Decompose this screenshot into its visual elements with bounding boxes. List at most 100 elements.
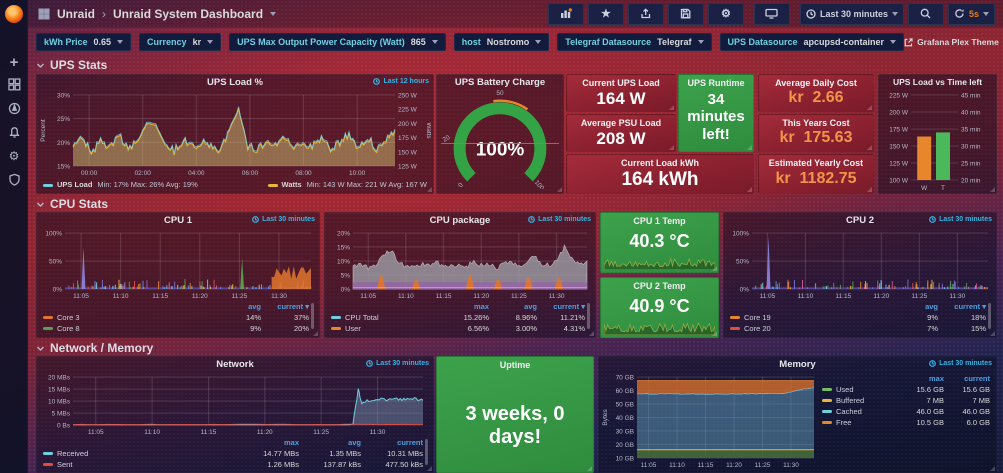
stat-value: 164 kWh [621, 169, 699, 190]
alerting-bell-icon[interactable] [0, 122, 28, 142]
explore-compass-icon[interactable] [0, 98, 28, 118]
stat-value: kr 2.66 [788, 89, 844, 106]
svg-text:30 min: 30 min [961, 144, 981, 151]
time-range-badge[interactable]: Last 30 minutes [528, 216, 591, 223]
network-chart[interactable]: 20 MBs 15 MBs 10 MBs 5 MBs 0 Bs 11:05 11:10 11:… [39, 370, 431, 436]
grafana-logo-icon[interactable] [5, 5, 23, 23]
svg-text:11:15: 11:15 [201, 429, 217, 436]
legend-row[interactable]: Received 14.77 MBs 1.35 MBs 10.31 MBs [43, 448, 423, 459]
legend-scrollbar[interactable] [587, 303, 590, 329]
legend-item[interactable]: Watts Min: 143 W Max: 221 W Avg: 167 W [267, 180, 427, 189]
network-legend[interactable]: max avg current Received 14.77 MBs 1.35 MBs 10… [43, 437, 428, 471]
save-button[interactable] [667, 2, 704, 25]
load-vs-time-chart[interactable]: 225 W 200 W 175 W 150 W 125 W 100 W 45 min 40 m… [881, 88, 994, 192]
panel-title[interactable]: UPS Load % [207, 77, 263, 88]
time-range-badge[interactable]: Last 30 minutes [929, 360, 992, 367]
memory-legend[interactable]: max current Used 15.6 GB 15.6 GB Buffered 7 MB… [822, 373, 990, 428]
variable-kwh-price[interactable]: kWh Price 0.65 [36, 33, 132, 51]
svg-text:11:05: 11:05 [360, 293, 376, 300]
refresh-interval-label[interactable]: 5s [968, 8, 979, 19]
svg-text:40 min: 40 min [961, 110, 981, 117]
time-range-badge[interactable]: Last 30 minutes [252, 216, 315, 223]
legend-row[interactable]: Core 3 14% 37% [43, 312, 309, 323]
section-network-memory[interactable]: Network / Memory [36, 341, 153, 355]
svg-text:25 min: 25 min [961, 161, 981, 168]
svg-text:20%: 20% [57, 140, 70, 147]
variable-host[interactable]: host Nostromo [453, 33, 550, 51]
chevron-down-icon[interactable] [270, 11, 277, 16]
star-button[interactable]: ★ [587, 2, 624, 25]
configuration-gear-icon[interactable]: ⚙ [8, 149, 20, 163]
breadcrumb-app[interactable]: Unraid [57, 6, 96, 21]
dashboards-icon[interactable] [0, 74, 28, 94]
cpu-package-chart[interactable]: 20% 15% 10% 5% 0% 11:05 11:10 11:15 11:20 11:25 11… [327, 226, 593, 300]
legend-row[interactable]: CPU Total 15.26% 8.96% 11.21% [331, 312, 585, 323]
variable-telegraf-datasource[interactable]: Telegraf Datasource Telegraf [557, 33, 712, 51]
refresh-button[interactable]: 5s [947, 2, 995, 25]
panel-title[interactable]: UPS Load vs Time left [892, 77, 983, 87]
time-range-badge[interactable]: Last 30 minutes [929, 216, 992, 223]
legend-header: max avg current ▾ [473, 302, 585, 311]
memory-chart[interactable]: 70 GB 60 GB 50 GB 40 GB 30 GB 20 GB 10 GB 11:05… [601, 370, 818, 469]
ups-load-chart[interactable]: 30% 25% 20% 15% 250 W 225 W 200 W 175 W 150 W 125… [39, 88, 431, 178]
svg-text:0%: 0% [740, 287, 750, 294]
time-range-badge[interactable]: Last 12 hours [373, 78, 429, 85]
legend-scrollbar[interactable] [425, 439, 428, 465]
variable-ups-datasource[interactable]: UPS Datasource apcupsd-container [719, 33, 905, 51]
legend-row[interactable]: Core 20 7% 15% [730, 323, 986, 334]
cpu1-legend[interactable]: avg current ▾ Core 3 14% 37% Core 8 9% 20% [43, 301, 314, 335]
cpu1-chart[interactable]: 100% 50% 0% 11:05 11:10 11:15 11:20 11:25 11:30 [39, 226, 317, 300]
stat-title: Current Load kWh [621, 158, 699, 168]
panel-title[interactable]: Memory [779, 359, 816, 370]
dashboard-title[interactable]: Unraid System Dashboard [113, 6, 264, 21]
share-button[interactable] [627, 2, 664, 25]
svg-text:11:15: 11:15 [698, 462, 714, 469]
svg-text:11:25: 11:25 [232, 293, 248, 300]
legend-header: avg current ▾ [248, 302, 309, 311]
refresh-icon [955, 9, 964, 18]
svg-text:11:30: 11:30 [783, 462, 799, 469]
panel-title[interactable]: Network [216, 359, 254, 370]
variable-ups-max-output[interactable]: UPS Max Output Power Capacity (Watt) 865 [229, 33, 446, 51]
cpu2-chart[interactable]: 100% 50% 0% 11:05 11:10 11:15 11:20 11:25 11:30 [726, 226, 994, 300]
svg-text:11:15: 11:15 [835, 293, 851, 300]
legend-row[interactable]: Cached 46.0 GB 46.0 GB [822, 406, 990, 417]
plus-icon[interactable]: + [9, 53, 19, 71]
legend-row[interactable]: User 6.56% 3.00% 4.31% [331, 323, 585, 334]
time-range-badge[interactable]: Last 30 minutes [366, 360, 429, 367]
time-range-picker[interactable]: Last 30 minutes [799, 2, 904, 25]
panel-title[interactable]: CPU 2 [846, 215, 874, 226]
stat-title: Estimated Yearly Cost [768, 158, 864, 168]
link-grafana-plex-theme[interactable]: Grafana Plex Theme [904, 37, 999, 47]
variable-currency[interactable]: Currency kr [139, 33, 222, 51]
svg-text:150 W: 150 W [398, 149, 418, 156]
cpu2-legend[interactable]: avg current ▾ Core 19 9% 18% Core 20 7% 15% [730, 301, 991, 335]
legend-row[interactable]: Core 19 9% 18% [730, 312, 986, 323]
add-panel-button[interactable] [547, 2, 584, 25]
dashboard-grid-icon [38, 8, 50, 19]
legend-row[interactable]: Sent 1.26 MBs 137.87 kBs 477.50 kBs [43, 459, 423, 470]
svg-text:125 W: 125 W [398, 164, 418, 171]
ups-load-legend[interactable]: UPS Load Min: 17% Max: 26% Avg: 19% Watts M… [43, 178, 427, 191]
panel-title[interactable]: UPS Battery Charge [454, 77, 546, 88]
legend-scrollbar[interactable] [988, 303, 991, 329]
cycle-view-monitor-button[interactable] [753, 2, 790, 25]
legend-row[interactable]: Buffered 7 MB 7 MB [822, 395, 990, 406]
settings-gear-button[interactable]: ⚙ [707, 2, 744, 25]
cpu-package-legend[interactable]: max avg current ▾ CPU Total 15.26% 8.96% 11.21… [331, 301, 590, 335]
svg-text:00:00: 00:00 [81, 170, 98, 177]
svg-text:10:00: 10:00 [349, 170, 366, 177]
svg-text:11:05: 11:05 [73, 293, 89, 300]
zoom-out-button[interactable] [907, 2, 944, 25]
panel-title[interactable]: CPU package [429, 215, 491, 226]
panel-title[interactable]: CPU 1 [164, 215, 192, 226]
legend-row[interactable]: Free 10.5 GB 6.0 GB [822, 417, 990, 428]
legend-row[interactable]: Core 8 9% 20% [43, 323, 309, 334]
legend-scrollbar[interactable] [311, 303, 314, 329]
legend-row[interactable]: Used 15.6 GB 15.6 GB [822, 384, 990, 395]
section-cpu-stats[interactable]: CPU Stats [36, 197, 108, 211]
section-ups-stats[interactable]: UPS Stats [36, 58, 107, 72]
server-admin-shield-icon[interactable] [0, 169, 28, 189]
legend-item[interactable]: UPS Load Min: 17% Max: 26% Avg: 19% [43, 180, 198, 189]
svg-text:11:30: 11:30 [949, 293, 965, 300]
